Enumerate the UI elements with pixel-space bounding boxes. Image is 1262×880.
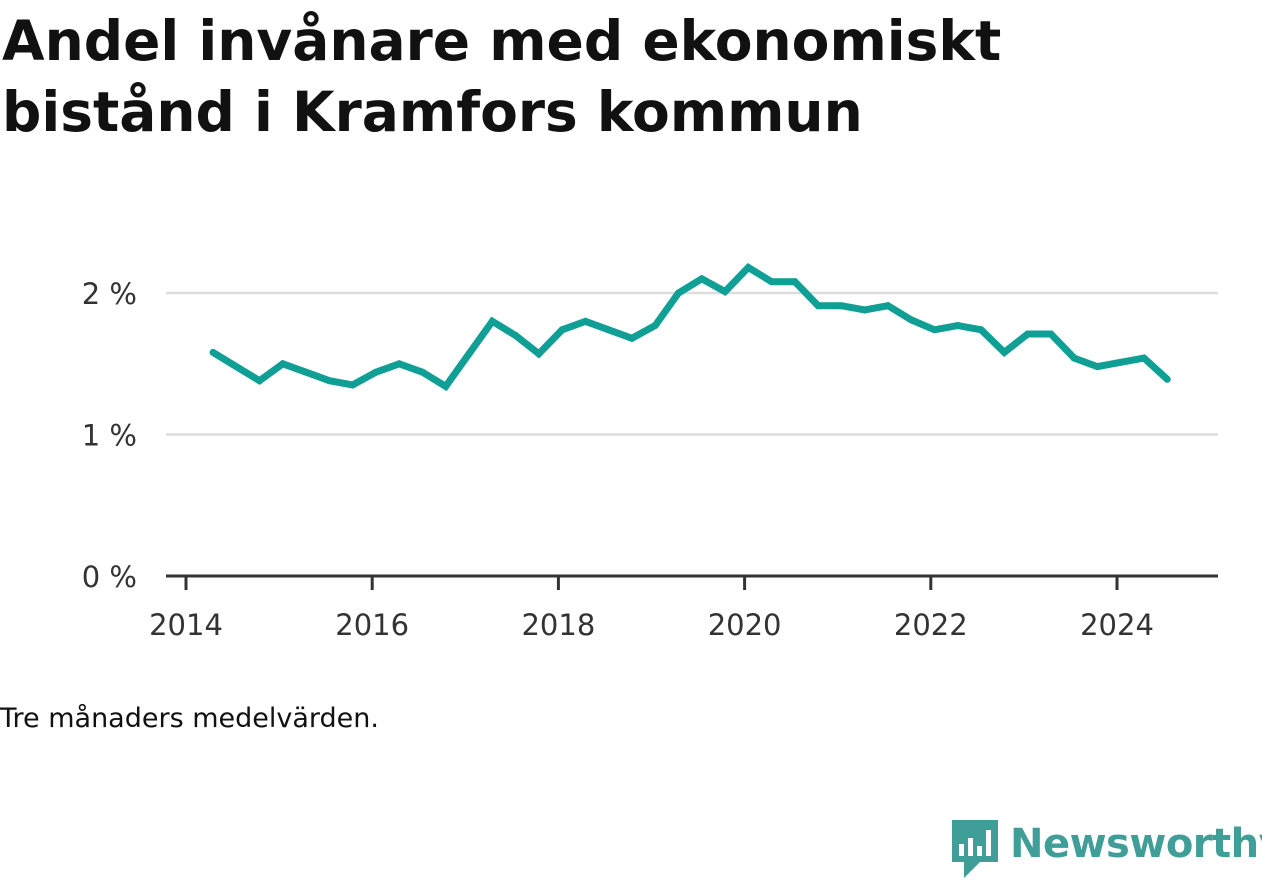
data-point [581,317,589,325]
brand-name: Newsworthy [1010,821,1262,867]
y-tick-label: 0 % [82,560,137,594]
data-point [302,368,310,376]
data-point [744,264,752,272]
data-point [651,322,659,330]
data-point [721,288,729,296]
y-tick-label: 2 % [82,277,137,311]
y-axis-tick-labels: 0 % 1 % 2 % [82,277,137,594]
data-point [674,289,682,297]
data-point [791,278,799,286]
x-axis-ticks: 2014 2016 2018 2020 2022 2024 [149,576,1154,642]
data-point [698,275,706,283]
chart-title: Andel invånare med ekonomiskt bistånd i … [2,9,1002,144]
data-point [837,302,845,310]
data-point [954,322,962,330]
series-group [209,263,1171,392]
x-tick-label: 2018 [521,608,595,642]
data-point [768,278,776,286]
data-point [1140,354,1148,362]
x-tick-label: 2020 [708,608,782,642]
chart-note: Tre månaders medelvärden. [0,703,379,734]
data-point [1093,363,1101,371]
data-point [1070,354,1078,362]
gridlines [166,291,1218,436]
data-point [442,382,450,390]
data-point [488,317,496,325]
x-tick-label: 2024 [1080,608,1154,642]
data-point [907,316,915,324]
data-point [814,302,822,310]
series-line [211,263,1170,392]
data-point [418,368,426,376]
data-point [209,348,217,356]
data-point [861,306,869,314]
data-point [535,350,543,358]
data-point [325,377,333,385]
newsworthy-logo[interactable]: Newsworthy [950,818,1262,880]
newsworthy-chart-icon [952,820,998,878]
data-point [279,360,287,368]
data-point [1000,348,1008,356]
data-point [512,331,520,339]
x-tick-label: 2016 [335,608,409,642]
data-point [977,326,985,334]
data-point [1024,330,1032,338]
data-point [1163,375,1171,383]
data-point [1047,330,1055,338]
data-point [558,326,566,334]
x-tick-label: 2022 [894,608,968,642]
data-point [628,334,636,342]
x-tick-label: 2014 [149,608,223,642]
data-point [931,326,939,334]
data-point [395,360,403,368]
y-tick-label: 1 % [82,419,137,453]
data-point [372,368,380,376]
data-point [1117,358,1125,366]
data-point [349,381,357,389]
data-point [232,363,240,371]
data-point [465,350,473,358]
data-point [884,302,892,310]
data-point [256,377,264,385]
line-chart: 0 % 1 % 2 % 2014 2016 2018 2020 2022 2024 [82,263,1218,642]
data-point [605,326,613,334]
